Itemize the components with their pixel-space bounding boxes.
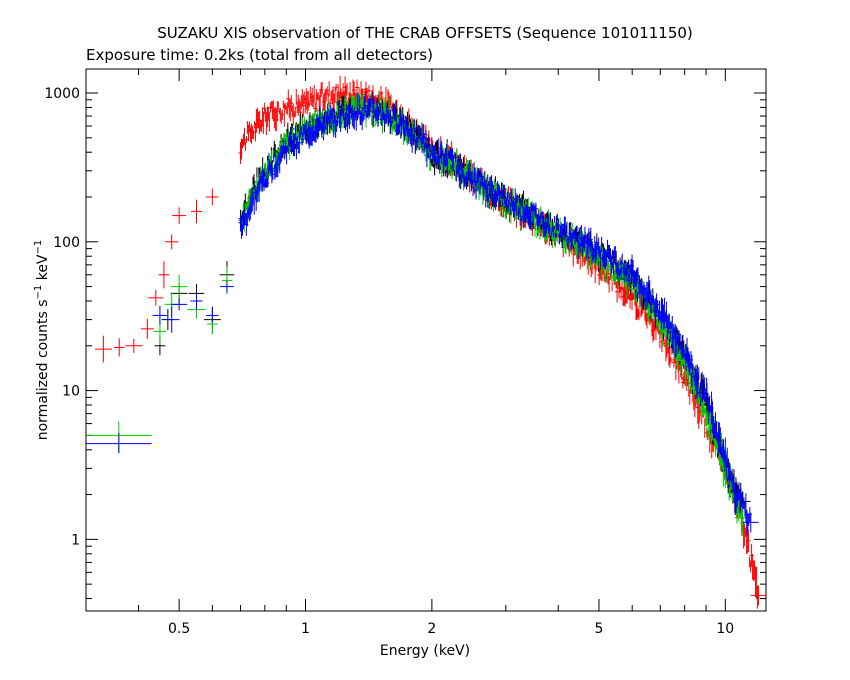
y-tick-label: 1000 — [44, 86, 80, 102]
series-blue — [152, 92, 759, 536]
x-tick-label: 0.5 — [168, 621, 190, 637]
y-axis-label: normalized counts s−1 keV−1 — [33, 240, 51, 441]
y-tick-label: 1 — [71, 532, 80, 548]
tick-labels: 0.5 1 2 5 10 1 10 100 1000 — [44, 86, 734, 637]
chart-subtitle: Exposure time: 0.2ks (total from all det… — [86, 46, 433, 64]
x-tick-label: 1 — [301, 621, 310, 637]
chart-title: SUZAKU XIS observation of THE CRAB OFFSE… — [157, 24, 693, 42]
x-tick-label: 5 — [594, 621, 603, 637]
y-axis-label-sup2: −1 — [33, 240, 44, 255]
low-energy-bin — [86, 432, 152, 454]
y-tick-label: 100 — [53, 235, 80, 251]
axis-ticks — [85, 69, 766, 611]
x-tick-label: 2 — [427, 621, 436, 637]
x-tick-label: 10 — [716, 621, 734, 637]
y-axis-label-sup1: −1 — [33, 285, 44, 300]
data-layer — [86, 75, 766, 609]
y-tick-label: 10 — [62, 384, 80, 400]
x-axis-label: Energy (keV) — [380, 643, 470, 659]
y-axis-label-main: normalized counts s — [35, 299, 51, 440]
plot-frame — [85, 68, 767, 612]
y-axis-label-mid: keV — [35, 254, 51, 285]
